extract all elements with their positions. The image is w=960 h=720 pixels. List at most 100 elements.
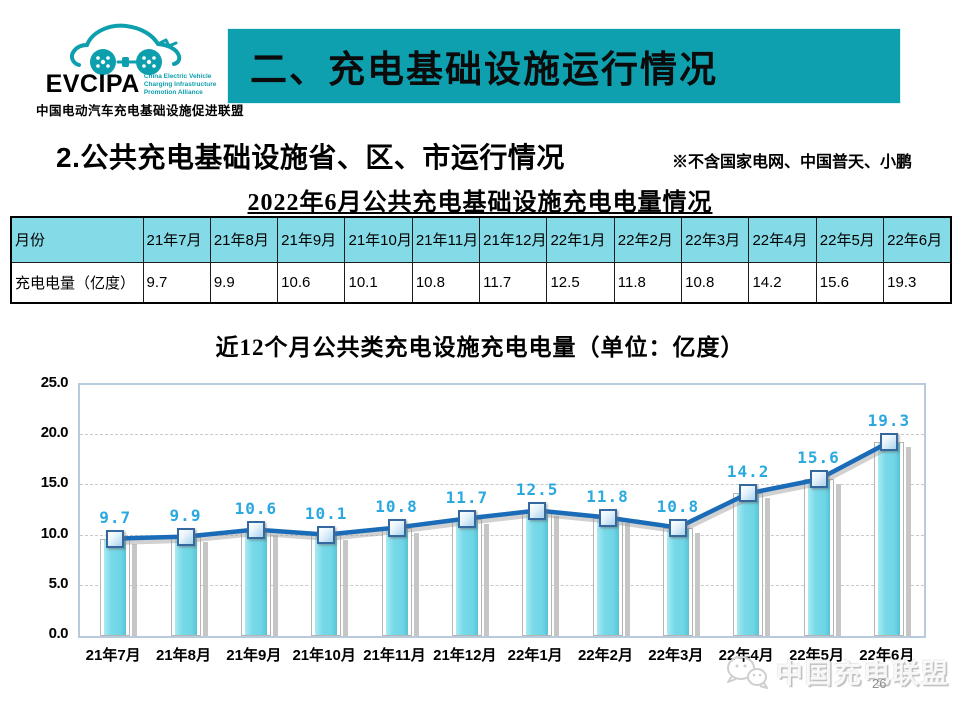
monthly-energy-table: 月份 21年7月 21年8月 21年9月 21年10月 21年11月 21年12月 22年1…: [10, 216, 952, 304]
y-axis-label: 10.0: [40, 524, 69, 542]
gridline: [80, 434, 924, 436]
bar-shadow: [905, 447, 911, 636]
table-data-row: 充电电量（亿度） 9.7 9.9 10.6 10.1 10.8 11.7 12.5 11.8 1…: [10, 261, 952, 304]
x-axis-label: 21年9月: [226, 647, 282, 664]
x-axis-label: 21年10月: [292, 647, 356, 664]
x-axis-label: 21年8月: [155, 647, 211, 664]
chart-plot-area: 9.7 9.9 10.6 10.1 10.8 11.7 12.5 11.8 10.8 14.2 15…: [78, 383, 926, 638]
banner-title: 二、充电基础设施运行情况: [250, 50, 718, 91]
section-banner: 二、充电基础设施运行情况: [228, 29, 900, 103]
chart-bar: [592, 517, 623, 636]
y-axis-label: 25.0: [40, 374, 69, 391]
gridline: [80, 584, 924, 586]
bar-shadow: [835, 484, 841, 636]
table-value-cell: 9.7: [142, 261, 211, 304]
chart-bar: [803, 479, 834, 636]
y-axis-label: 5.0: [48, 574, 69, 592]
table-month-header: 21年10月: [344, 216, 413, 263]
data-label: 11.7: [445, 487, 489, 507]
logo-chinese-name: 中国电动汽车充电基础设施促进联盟: [36, 104, 245, 118]
evcipa-logo: EVCIPA China Electric Vehicle Charging I…: [36, 18, 245, 122]
bar-shadow: [343, 539, 349, 636]
table-month-header: 22年4月: [748, 216, 817, 263]
bar-shadow: [202, 541, 208, 636]
exclusion-note: ※不含国家电网、中国普天、小鹏: [672, 154, 913, 171]
watermark: 中国充电联盟: [724, 652, 950, 691]
logo-tagline: China Electric Vehicle Charging Infrastr…: [144, 73, 217, 97]
bar-shadow: [624, 522, 630, 636]
line-marker: [809, 470, 828, 489]
watermark-text: 中国充电联盟: [776, 659, 950, 689]
table-month-header: 21年12月: [479, 216, 548, 263]
chart: 9.7 9.9 10.6 10.1 10.8 11.7 12.5 11.8 10.8 14.2 15…: [0, 370, 960, 670]
x-axis-label: 22年6月: [859, 647, 915, 664]
section-subtitle: 2.公共充电基础设施省、区、市运行情况: [56, 142, 565, 173]
logo-acronym: EVCIPA: [45, 70, 140, 98]
table-value-cell: 15.6: [815, 261, 885, 304]
logo-wordmark: EVCIPA China Electric Vehicle Charging I…: [36, 72, 226, 97]
x-axis-label: 21年7月: [85, 647, 141, 664]
table-month-header: 21年8月: [209, 216, 279, 263]
table-month-header: 22年5月: [815, 216, 885, 263]
data-label: 10.8: [656, 496, 700, 516]
x-axis-label: 21年11月: [363, 647, 426, 664]
x-axis-label: 22年5月: [788, 647, 844, 664]
table-value-cell: 11.8: [613, 261, 683, 304]
data-label: 10.8: [375, 496, 418, 516]
ev-car-icon: [69, 23, 182, 75]
line-marker: [598, 508, 617, 527]
table-month-header: 22年2月: [613, 216, 683, 263]
data-label: 10.6: [234, 498, 278, 518]
bar-shadow: [413, 532, 419, 636]
wechat-icon: [727, 655, 768, 689]
table-value-cell: 11.7: [479, 261, 548, 304]
data-label: 10.1: [304, 503, 348, 523]
table-corner-cell: 月份: [10, 216, 144, 263]
table-value-cell: 10.6: [277, 261, 346, 304]
y-axis-label: 0.0: [48, 625, 69, 642]
chart-bar: [451, 518, 482, 636]
y-axis-label: 20.0: [40, 424, 69, 442]
bar-shadow: [694, 532, 700, 636]
table-value-cell: 19.3: [883, 261, 952, 304]
table-month-header: 22年6月: [883, 216, 952, 263]
data-label: 19.3: [867, 411, 911, 431]
line-marker: [879, 433, 898, 452]
y-axis-label: 15.0: [40, 474, 69, 492]
line-marker: [317, 525, 336, 544]
data-label: 14.2: [726, 462, 770, 482]
line-marker: [668, 518, 687, 537]
line-marker: [457, 509, 476, 528]
bar-shadow: [765, 498, 771, 636]
bar-shadow: [272, 534, 278, 636]
data-label: 11.8: [586, 486, 629, 506]
logo-tagline-line: Promotion Alliance: [143, 88, 203, 96]
table-month-header: 22年3月: [681, 216, 750, 263]
data-label: 9.9: [169, 505, 202, 525]
table-month-header: 21年9月: [277, 216, 346, 263]
gridline: [80, 534, 924, 536]
x-axis-label: 22年1月: [507, 647, 563, 664]
bar-shadow: [554, 515, 560, 636]
data-label: 9.7: [99, 507, 132, 527]
table-month-header: 21年7月: [142, 216, 211, 263]
table-header-row: 月份 21年7月 21年8月 21年9月 21年10月 21年11月 21年12月 22年1…: [10, 216, 952, 263]
chart-bar: [311, 534, 342, 636]
x-axis-label: 22年2月: [577, 647, 633, 664]
line-marker: [176, 527, 195, 546]
table-month-header: 22年1月: [546, 216, 615, 263]
x-axis-label: 22年3月: [648, 647, 704, 664]
chart-bar: [662, 527, 693, 636]
table-month-header: 21年11月: [411, 216, 481, 263]
line-marker: [246, 520, 265, 539]
chart-bar: [100, 538, 131, 636]
chart-bar: [873, 442, 904, 636]
chart-bar: [733, 493, 764, 636]
table-value-cell: 10.8: [411, 261, 481, 304]
data-label: 12.5: [515, 479, 559, 499]
table-value-cell: 14.2: [748, 261, 817, 304]
bar-shadow: [483, 523, 489, 636]
x-axis-label: 21年12月: [433, 647, 497, 664]
gridline: [80, 484, 924, 486]
